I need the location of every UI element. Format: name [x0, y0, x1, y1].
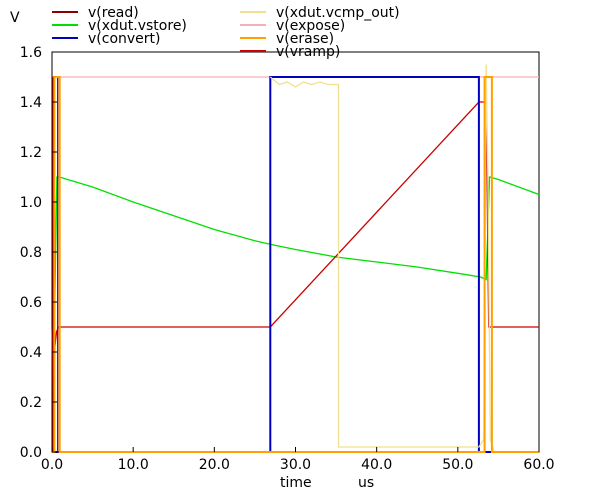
legend-entry: v(convert) [88, 31, 161, 47]
x-axis-label: time [280, 475, 312, 491]
y-tick-label: 1.4 [20, 95, 42, 111]
x-tick-label: 0.0 [41, 457, 63, 473]
x-tick-label: 40.0 [361, 457, 392, 473]
series-line-v-vramp [51, 101, 539, 403]
x-tick-label: 20.0 [199, 457, 230, 473]
y-tick-label: 1.2 [20, 145, 42, 161]
y-tick-label: 0.8 [20, 245, 42, 261]
y-tick-label: 1.0 [20, 195, 42, 211]
series-line-v-xdut-vcmp-out [269, 64, 539, 453]
y-tick-label: 0.2 [20, 395, 42, 411]
legend-entry: v(xdut.vstore) [88, 18, 187, 34]
series-line-v-erase [52, 76, 539, 453]
y-axis-label: V [10, 10, 20, 26]
series-layer [51, 64, 540, 453]
series-line-v-read [52, 76, 539, 453]
series-line-v-xdut-vstore [53, 176, 540, 328]
x-tick-label: 30.0 [280, 457, 311, 473]
x-tick-label: 10.0 [118, 457, 149, 473]
legend-entry: v(read) [88, 5, 139, 21]
x-axis-unit: us [358, 475, 374, 491]
tick-layer: 0.0 0.2 0.4 0.6 0.8 1.0 1.2 1.4 1.6 0.0 10.0 20.0 30… [20, 45, 555, 473]
y-tick-label: 0.4 [20, 345, 42, 361]
y-tick-label: 0.6 [20, 295, 42, 311]
legend: v(read)v(xdut.vstore)v(convert) v(xdut.vc… [52, 5, 400, 60]
plot-frame [51, 51, 540, 453]
x-tick-label: 60.0 [523, 457, 554, 473]
legend-entry: v(vramp) [276, 44, 340, 60]
x-tick-label: 50.0 [442, 457, 473, 473]
y-tick-label: 0.0 [20, 445, 42, 461]
legend-entry: v(erase) [276, 31, 334, 47]
legend-entry: v(expose) [276, 18, 345, 34]
y-tick-label: 1.6 [20, 45, 42, 61]
series-line-v-convert [52, 76, 539, 453]
legend-entry: v(xdut.vcmp_out) [276, 5, 400, 21]
